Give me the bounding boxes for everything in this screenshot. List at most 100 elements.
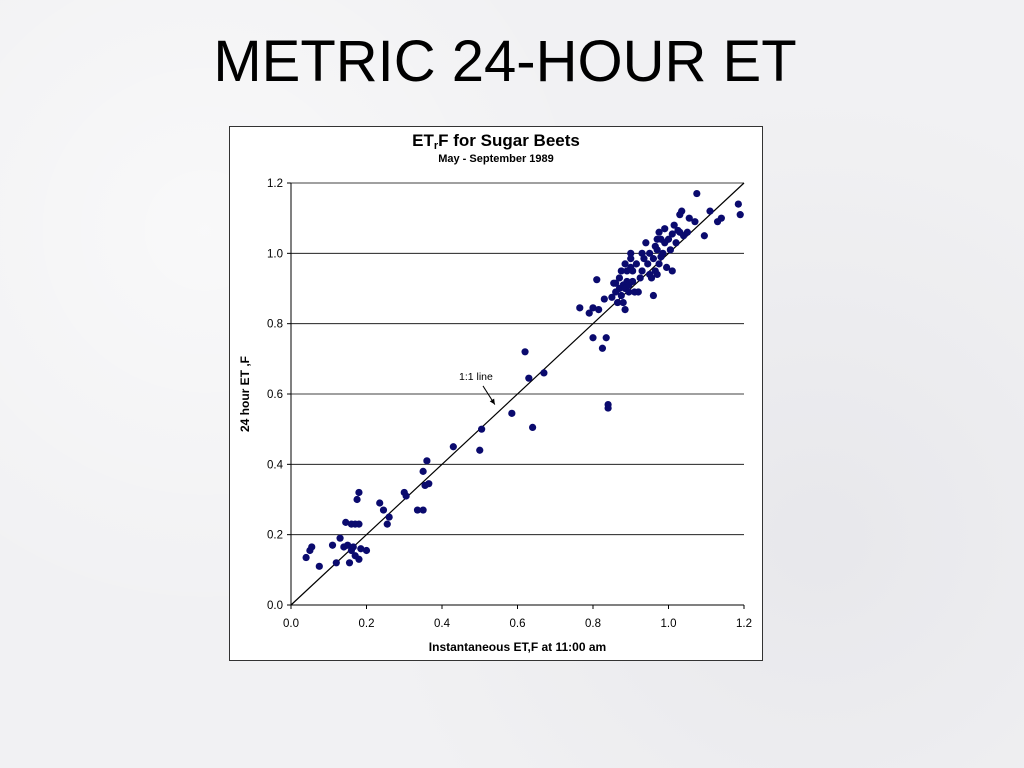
data-point bbox=[362, 546, 371, 555]
data-point bbox=[342, 518, 350, 526]
data-point bbox=[355, 555, 363, 563]
data-point bbox=[672, 239, 680, 247]
data-point bbox=[736, 211, 744, 219]
y-tick-label-6: 1.2 bbox=[267, 178, 283, 190]
data-point bbox=[670, 221, 678, 229]
data-point bbox=[629, 277, 637, 286]
data-point bbox=[355, 488, 363, 497]
x-axis-label: Instantaneous ET,F at 11:00 am bbox=[429, 640, 606, 654]
data-point bbox=[706, 207, 714, 215]
chart-title-subscript: r bbox=[433, 140, 439, 152]
data-point bbox=[349, 543, 357, 551]
one-to-one-line bbox=[290, 182, 745, 606]
data-point bbox=[525, 374, 533, 382]
x-tick-label-5: 1.0 bbox=[661, 618, 677, 630]
data-point bbox=[529, 423, 537, 432]
data-point bbox=[664, 235, 673, 243]
chart-title-main: ET bbox=[412, 131, 434, 150]
data-point bbox=[589, 304, 597, 312]
data-point bbox=[612, 279, 620, 287]
data-point bbox=[655, 228, 663, 236]
data-point bbox=[655, 260, 663, 268]
chart-frame: ETrF for Sugar Beets May - September 198… bbox=[229, 126, 763, 661]
data-point bbox=[585, 309, 593, 317]
data-point bbox=[717, 214, 725, 222]
data-point bbox=[383, 520, 391, 528]
data-point bbox=[627, 249, 635, 257]
data-point bbox=[328, 541, 337, 549]
data-point bbox=[344, 541, 352, 549]
data-point bbox=[478, 425, 486, 433]
y-tick-label-3: 0.6 bbox=[267, 389, 283, 401]
grid-layer bbox=[291, 182, 744, 536]
data-point bbox=[593, 276, 601, 284]
y-tick-label-1: 0.2 bbox=[267, 530, 283, 542]
data-point bbox=[419, 506, 427, 514]
data-point bbox=[668, 267, 676, 275]
chart-subtitle: May - September 1989 bbox=[438, 153, 554, 165]
slide-title: METRIC 24-HOUR ET bbox=[213, 29, 797, 94]
chart-title: ETrF for Sugar Beets bbox=[230, 131, 762, 152]
data-point bbox=[663, 263, 671, 271]
data-point bbox=[642, 239, 650, 247]
y-tick-label-5: 1.0 bbox=[267, 248, 283, 260]
data-point bbox=[613, 298, 622, 307]
x-tick-label-6: 1.2 bbox=[736, 618, 752, 630]
data-point bbox=[685, 214, 693, 222]
data-point bbox=[608, 293, 616, 301]
data-point bbox=[691, 218, 699, 226]
data-point bbox=[476, 446, 484, 454]
annotation-label: 1:1 line bbox=[459, 371, 493, 383]
data-point bbox=[632, 260, 641, 268]
data-point bbox=[376, 499, 384, 507]
data-point bbox=[661, 225, 669, 233]
axes-layer bbox=[287, 182, 745, 609]
data-point bbox=[646, 249, 654, 257]
y-axis-label: 24 hour ET ,F bbox=[238, 356, 252, 432]
data-point bbox=[449, 443, 457, 451]
data-point bbox=[302, 553, 310, 562]
data-point bbox=[668, 230, 676, 238]
y-tick-label-0: 0.0 bbox=[267, 600, 283, 612]
x-tick-label-1: 0.2 bbox=[359, 618, 375, 630]
scatter-plot: 0.0 0.2 0.4 0.6 0.8 1.0 1.2 0.0 0.2 0.4 0.6 0.8 1.0 1… bbox=[238, 178, 752, 654]
data-point bbox=[602, 334, 610, 342]
data-point bbox=[355, 520, 363, 528]
data-point bbox=[734, 200, 742, 208]
data-point bbox=[595, 306, 603, 314]
labels-layer: 0.0 0.2 0.4 0.6 0.8 1.0 1.2 0.0 0.2 0.4 0.6 0.8 1.0 1… bbox=[238, 178, 752, 654]
data-point bbox=[659, 249, 667, 257]
data-point bbox=[589, 334, 597, 342]
data-point bbox=[598, 344, 607, 352]
data-point bbox=[604, 404, 612, 412]
data-point bbox=[647, 274, 656, 282]
annotation-arrowhead bbox=[489, 398, 495, 405]
data-point bbox=[653, 270, 661, 279]
x-tick-label-2: 0.4 bbox=[434, 618, 451, 630]
data-point bbox=[700, 232, 708, 240]
data-point bbox=[649, 255, 657, 263]
data-point bbox=[649, 291, 657, 300]
data-point bbox=[666, 246, 674, 254]
data-point bbox=[625, 288, 633, 296]
data-point bbox=[693, 189, 701, 198]
data-point bbox=[402, 492, 410, 500]
data-point bbox=[357, 545, 365, 553]
data-point bbox=[621, 306, 629, 314]
data-point bbox=[640, 255, 648, 263]
data-point bbox=[638, 267, 646, 275]
data-point bbox=[627, 255, 635, 263]
data-point bbox=[644, 260, 652, 268]
data-point bbox=[619, 298, 627, 307]
x-tick-label-3: 0.6 bbox=[510, 618, 526, 630]
y-tick-label-2: 0.4 bbox=[267, 459, 284, 471]
data-point bbox=[332, 559, 340, 567]
data-point bbox=[353, 495, 361, 504]
data-point bbox=[617, 267, 625, 275]
data-point bbox=[308, 543, 316, 551]
data-point bbox=[423, 457, 431, 465]
data-point bbox=[419, 467, 427, 475]
x-tick-label-4: 0.8 bbox=[585, 618, 601, 630]
data-point bbox=[385, 513, 393, 521]
data-point bbox=[629, 267, 637, 275]
